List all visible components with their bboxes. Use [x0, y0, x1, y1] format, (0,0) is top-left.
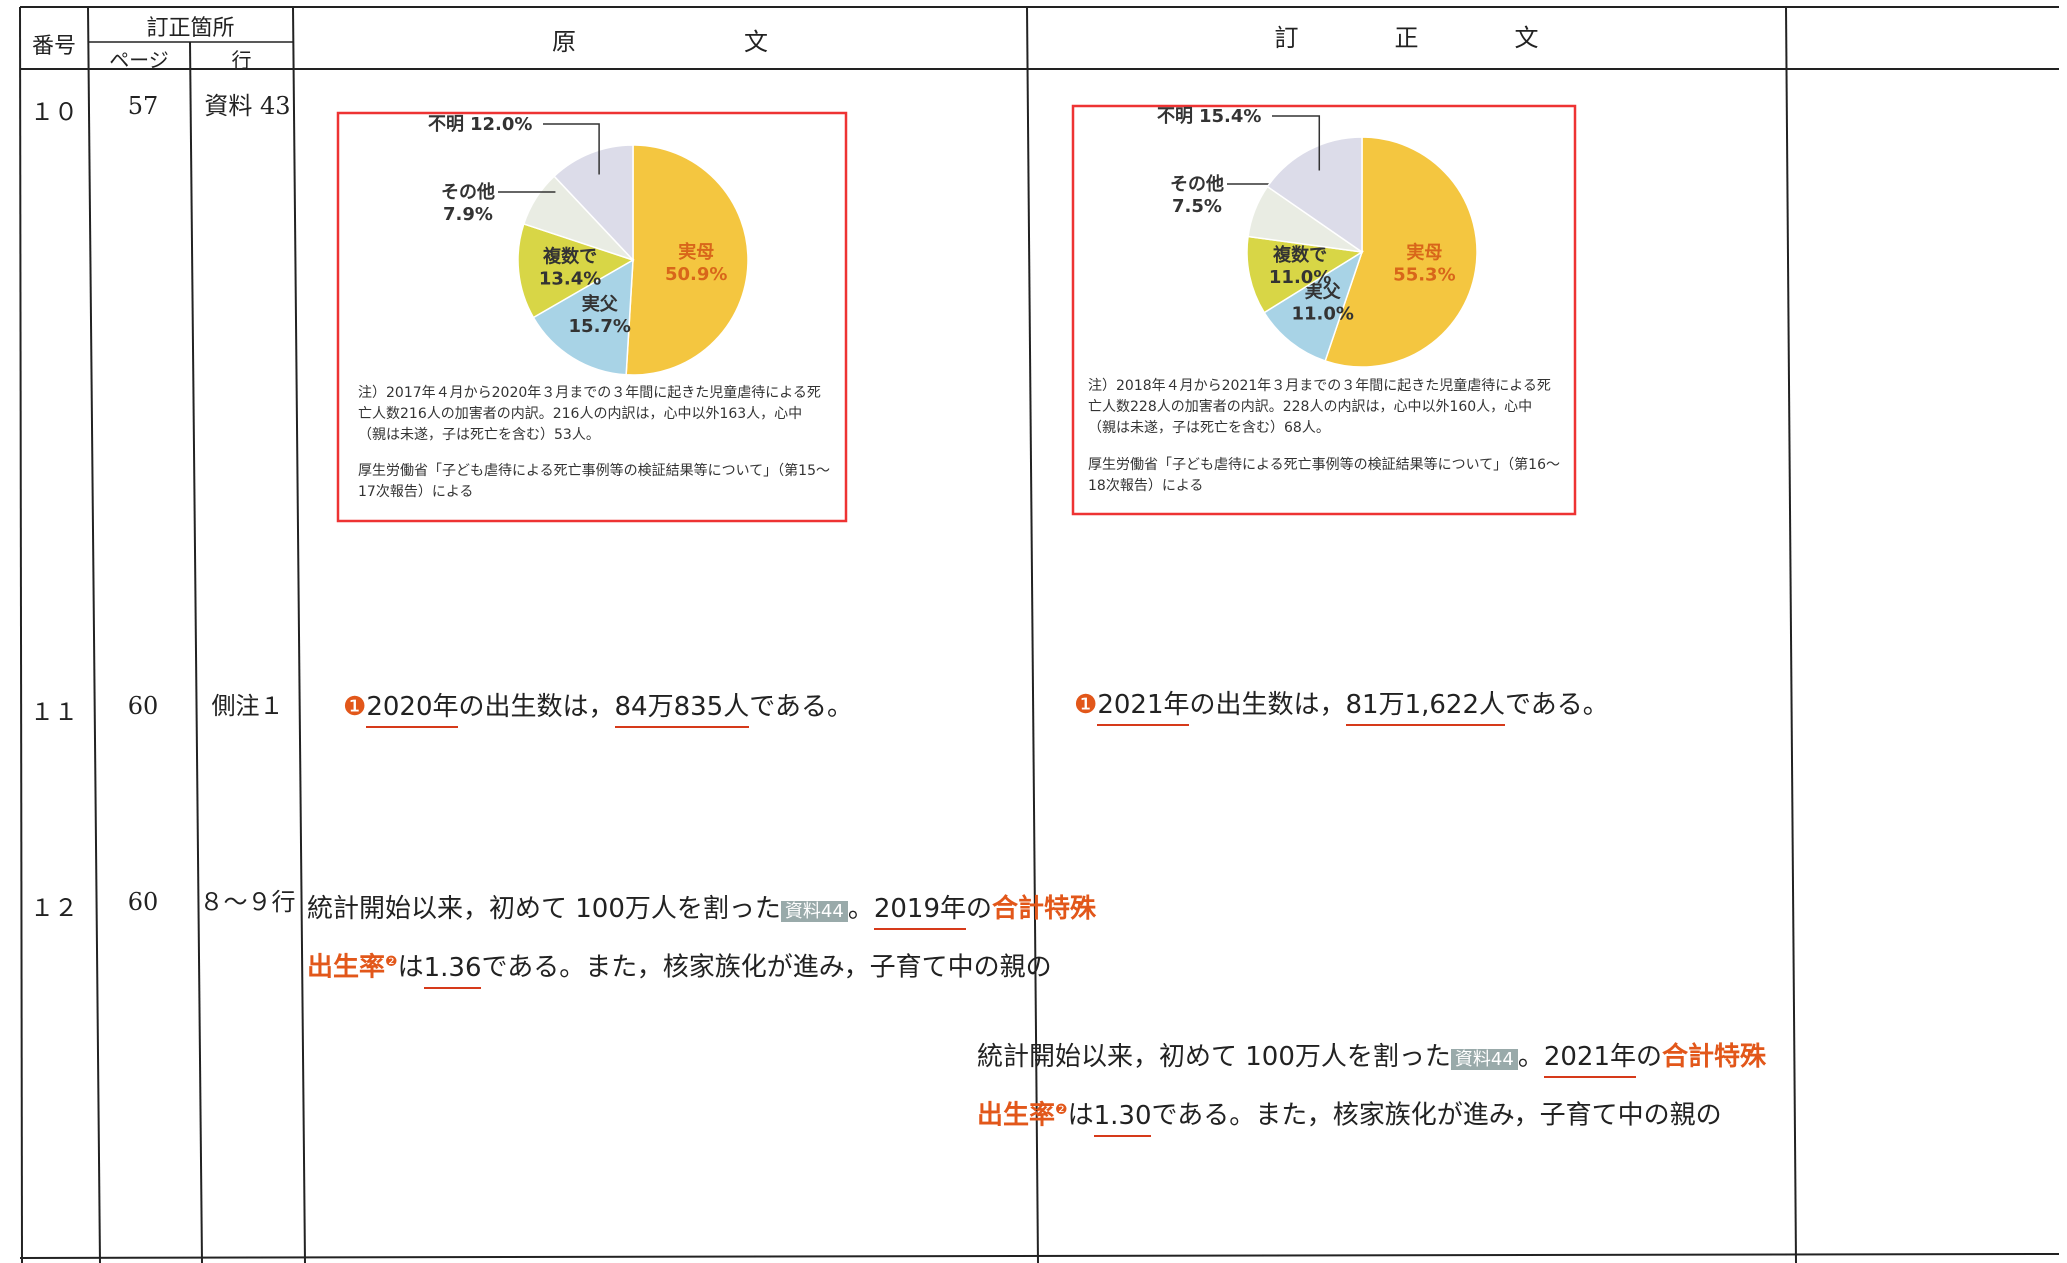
ref-tag: 資料44: [1450, 1049, 1518, 1070]
slice-label: 12.0%: [470, 114, 532, 135]
chart-note: 注）2017年４月から2020年３月までの３年間に起きた児童虐待による死亡人数2…: [358, 385, 821, 443]
pie-slice: [517, 222, 635, 319]
text: である。また，核家族化が進み，子育て中の親の: [481, 952, 1052, 983]
text: の出生数は，: [1189, 690, 1346, 720]
slice-label: 11.0%: [1269, 267, 1331, 288]
slice-name: 実母: [678, 241, 714, 263]
term: 合計特殊出生率: [977, 1042, 1767, 1131]
header-line: 行: [231, 48, 252, 72]
pie-slice: [532, 258, 634, 376]
slice-label: 11.0%: [1291, 304, 1353, 325]
text: 2021年: [1543, 1042, 1636, 1078]
slice-name: 複数で: [1272, 244, 1327, 266]
slice-label: 13.4%: [539, 268, 601, 289]
slice-name: 実父: [582, 293, 619, 315]
text: 統計開始以来，初めて 100万人を割った: [307, 894, 781, 924]
text: 。: [1517, 1042, 1544, 1072]
slice-label: 15.4%: [1199, 106, 1261, 127]
slice-label: 7.5%: [1172, 196, 1222, 217]
header-no: 番号: [31, 34, 76, 59]
text-corrected: 統計開始以来，初めて 100万人を割った 資料44 。2021年の合計特殊出生率❷は…: [977, 1032, 1777, 1141]
marker: ❶: [343, 692, 367, 722]
marker: ❷: [1055, 1102, 1068, 1118]
cell-no: １０: [30, 98, 78, 126]
slice-name: 不明: [1157, 106, 1193, 127]
pie-slice: [553, 144, 634, 262]
text: の出生数は，: [458, 692, 615, 722]
leader-line: [1272, 115, 1321, 171]
text-original: 統計開始以来，初めて 100万人を割った 資料44 。2019年の合計特殊出生率❷は…: [307, 884, 1107, 993]
text: の: [1636, 1042, 1663, 1072]
text: 統計開始以来，初めて 100万人を割った: [977, 1042, 1451, 1072]
header-original: 原 文: [552, 28, 768, 56]
marker: ❶: [1074, 690, 1098, 720]
slice-name: 実母: [1406, 241, 1442, 263]
cell-page: 60: [127, 888, 159, 916]
cell-no: １２: [30, 894, 78, 922]
slice-label: 7.9%: [443, 204, 493, 225]
text: 2020年: [366, 692, 459, 728]
slice-name: 不明: [428, 114, 464, 135]
marker: ❷: [385, 954, 398, 970]
slice-label: 55.3%: [1393, 264, 1455, 285]
pie-slice: [1324, 136, 1478, 368]
text: は: [397, 952, 424, 983]
slice-name: 実父: [1305, 281, 1342, 303]
header-page: ページ: [109, 48, 169, 72]
header-location: 訂正箇所: [146, 16, 235, 41]
header-corrected: 訂 正 文: [1274, 24, 1539, 52]
slice-label-group: 不明 12.0%: [428, 114, 532, 135]
text-corrected: ❶2021年の出生数は，81万1,622人である。: [1074, 680, 1609, 730]
cell-line: ８〜９行: [199, 888, 296, 916]
text: 1.30: [1093, 1100, 1152, 1137]
ref-tag: 資料44: [780, 901, 848, 922]
pie-slice: [625, 144, 749, 376]
text: 。: [847, 894, 874, 924]
text: は: [1067, 1100, 1094, 1131]
pie-slice: [1266, 136, 1363, 254]
text: である。: [749, 692, 853, 722]
cell-page: 60: [127, 692, 159, 720]
pie-slice: [1246, 235, 1365, 314]
pie-slice: [1263, 250, 1364, 362]
cell-line: 資料 43: [204, 92, 291, 120]
slice-label: 50.9%: [665, 264, 727, 285]
chart-note: 注）2018年４月から2021年３月までの３年間に起きた児童虐待による死亡人数2…: [1088, 378, 1551, 436]
slice-label-group: 不明 15.4%: [1157, 106, 1261, 127]
slice-name: その他: [441, 181, 495, 203]
term: 合計特殊出生率: [307, 894, 1097, 983]
text: 2019年: [873, 894, 966, 930]
cell-page: 57: [127, 92, 159, 120]
text: の: [966, 894, 993, 924]
text: 81万1,622人: [1345, 690, 1506, 726]
text: 2021年: [1097, 690, 1190, 726]
slice-name: その他: [1170, 173, 1224, 195]
leader-line: [543, 123, 600, 175]
text-original: ❶2020年の出生数は，84万835人である。: [343, 682, 853, 732]
cell-no: １１: [30, 698, 78, 726]
text: 84万835人: [614, 692, 750, 728]
text: である。: [1505, 690, 1609, 720]
text: である。また，核家族化が進み，子育て中の親の: [1151, 1100, 1722, 1131]
cell-line: 側注１: [211, 692, 284, 720]
chart-source: 厚生労働省「子ども虐待による死亡事例等の検証結果等について」（第16〜18次報告…: [1088, 457, 1560, 494]
chart-source: 厚生労働省「子ども虐待による死亡事例等の検証結果等について」（第15〜17次報告…: [358, 463, 830, 500]
slice-label: 15.7%: [569, 316, 631, 337]
slice-name: 複数で: [542, 245, 597, 267]
text: 1.36: [423, 952, 482, 989]
